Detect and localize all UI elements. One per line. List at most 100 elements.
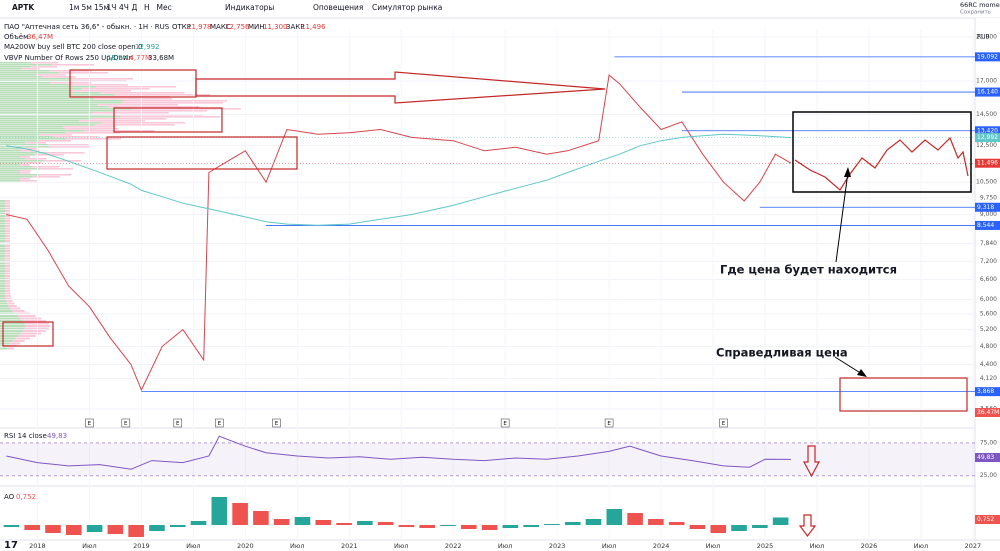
x-tick-label: 2025 [757, 542, 774, 550]
alerts-button[interactable]: Оповещения [313, 3, 363, 12]
profile-row [48, 144, 89, 146]
profile-row [14, 312, 30, 315]
profile-row [5, 212, 10, 215]
profile-row [64, 128, 119, 130]
profile-row [20, 180, 37, 182]
timeframe[interactable]: 15м [94, 3, 109, 12]
save-status[interactable]: Сохранить [960, 10, 991, 16]
profile-row [0, 162, 23, 164]
ao-bar [149, 525, 165, 531]
profile-row [0, 94, 115, 96]
price-marker-label: 16,140 [977, 89, 998, 96]
profile-row [32, 166, 60, 168]
timeframe[interactable]: 5м [82, 3, 92, 12]
profile-row [5, 217, 10, 220]
profile-row [0, 317, 21, 320]
profile-row [0, 340, 13, 342]
volume-value: 36,47M [27, 33, 53, 41]
profile-row [0, 82, 50, 84]
y-tick-label: 7,200 [980, 258, 997, 265]
profile-row [0, 72, 59, 74]
x-tick-label: Июл [602, 542, 617, 550]
profile-row [5, 280, 11, 282]
profile-row [39, 168, 74, 170]
profile-row [20, 148, 37, 150]
profile-row [90, 118, 167, 120]
timeframe[interactable]: Мес [157, 3, 172, 12]
profile-row [5, 220, 10, 222]
ao-bar [273, 519, 290, 525]
profile-row [25, 142, 46, 144]
indicators-button[interactable]: Индикаторы [225, 3, 274, 12]
box [839, 377, 968, 412]
profile-row [5, 267, 11, 270]
event-label: E [503, 421, 507, 427]
ao-bar [45, 525, 61, 533]
timeframe[interactable]: 4Ч [119, 3, 129, 12]
y-tick-label: 5,200 [980, 326, 997, 333]
y-tick-label: 5,600 [980, 311, 997, 318]
profile-row [0, 205, 5, 207]
down-arrow [798, 514, 817, 537]
profile-row [120, 116, 221, 118]
ao-bar [24, 525, 41, 530]
rsi-marker [975, 453, 1000, 462]
profile-row [100, 92, 185, 94]
y-tick-label: 6,000 [980, 296, 997, 303]
profile-row [0, 285, 6, 287]
x-tick-label: Июл [394, 542, 409, 550]
profile-row [0, 250, 5, 252]
price-marker [975, 52, 1000, 62]
rsi-band [0, 442, 975, 476]
ao-bar [190, 521, 207, 525]
timeframe[interactable]: Д [132, 3, 138, 12]
ao-bar [752, 525, 768, 528]
profile-row [0, 262, 6, 265]
account[interactable]: 66RC moment [960, 1, 1000, 9]
profile-row [0, 174, 39, 176]
profile-row [25, 158, 47, 160]
profile-row [0, 120, 80, 122]
ao-bar [606, 509, 623, 525]
profile-row [0, 305, 9, 307]
profile-row [20, 178, 30, 180]
timeframe[interactable]: Н [144, 3, 150, 12]
profile-row [0, 335, 18, 337]
profile-row [5, 207, 10, 210]
profile-row [0, 110, 113, 112]
toolbar [0, 0, 1000, 18]
profile-row [20, 164, 30, 166]
profile-row [0, 297, 6, 300]
profile-row [0, 220, 5, 222]
profile-row [0, 230, 5, 232]
profile-row [0, 134, 40, 136]
symbol[interactable]: APTK [12, 3, 35, 12]
x-tick-label: Июл [498, 542, 513, 550]
profile-row [0, 277, 6, 280]
profile-row [92, 112, 169, 114]
profile-row [0, 140, 39, 142]
plot: 21,000 17,000 14,500 12,500 10,500 9,750 9,000… [0, 30, 1000, 550]
ohlc-label: ЗАКР [286, 23, 304, 31]
profile-row [0, 66, 32, 68]
ao-bar [585, 519, 602, 525]
profile-row [5, 290, 11, 292]
profile-row [0, 108, 132, 110]
profile-row [5, 282, 11, 285]
profile-row [0, 240, 5, 242]
y-tick-label: 14,500 [976, 111, 997, 118]
profile-row [69, 84, 129, 86]
simulator-button[interactable]: Симулятор рынка [372, 3, 442, 12]
price-marker [975, 202, 1000, 212]
profile-row [0, 232, 5, 235]
forecast [794, 136, 969, 191]
profile-row [49, 146, 91, 148]
timeframe[interactable]: 1м [69, 3, 79, 12]
profile-row [41, 76, 76, 78]
timeframe[interactable]: 1Ч [107, 3, 117, 12]
ohlc-value: 11,300 [263, 23, 288, 31]
profile-row [31, 62, 58, 64]
ao-bar [689, 525, 706, 529]
